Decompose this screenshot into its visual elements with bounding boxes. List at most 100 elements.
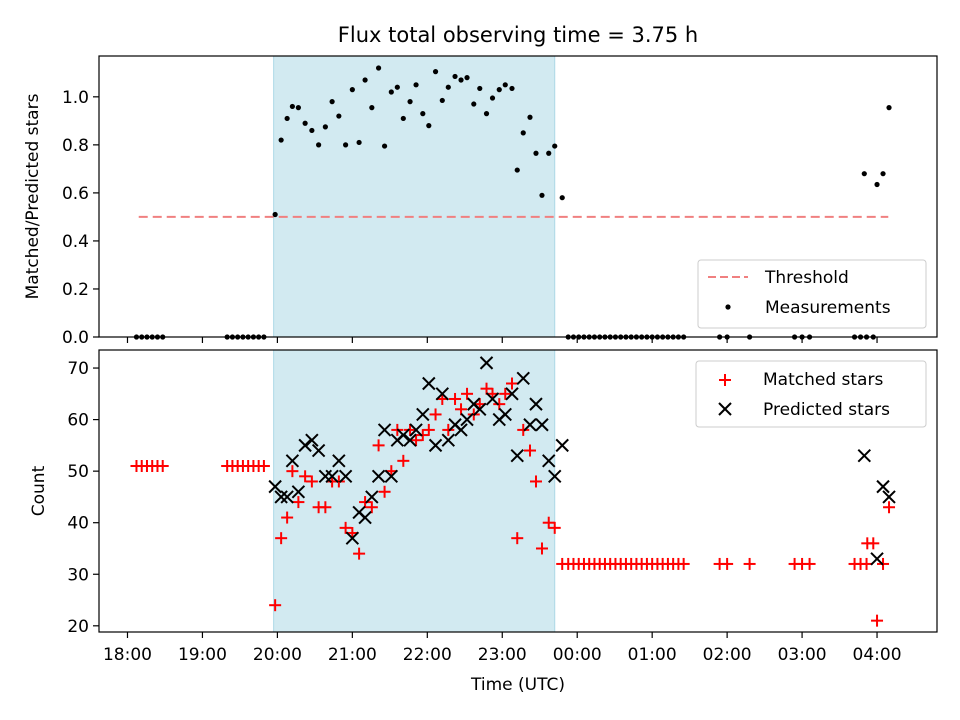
predicted-point-b [416, 407, 430, 422]
matched-point [319, 501, 332, 514]
bottom-panel: 20 30 40 50 60 70 18:00 19:00 20:00 21:00 22:00 23… [29, 349, 938, 695]
bottom-y-ticks: 20 30 40 50 60 70 [67, 359, 99, 637]
y-tick-label: 70 [67, 359, 89, 379]
measurement-point [432, 69, 439, 75]
predicted-point-b [371, 469, 386, 484]
matched-point [299, 470, 312, 483]
matched-point [721, 557, 734, 570]
predicted-point [523, 418, 537, 432]
matched-point [529, 475, 542, 488]
predicted-point-b [479, 356, 494, 370]
predicted-point-b [345, 531, 360, 545]
predicted-point [548, 469, 562, 484]
predicted-point-b [298, 438, 312, 453]
matched-point [542, 516, 555, 529]
legend-measurements-label: Measurements [765, 298, 891, 318]
matched-point [353, 547, 366, 560]
measurement-point [420, 111, 426, 117]
y-tick-label: 40 [67, 514, 89, 534]
measurement-point [369, 105, 375, 111]
predicted-point-b [268, 479, 282, 494]
matched-point [803, 557, 816, 570]
matched-point [455, 403, 468, 416]
predicted-point-b [510, 448, 524, 463]
matched-point [499, 387, 512, 400]
predicted-point-b [473, 402, 487, 416]
y-tick-label: 30 [67, 565, 89, 585]
predicted-points [268, 356, 896, 566]
predicted-point [555, 438, 569, 453]
predicted-point [876, 479, 890, 494]
predicted-point-b [454, 423, 468, 437]
x-tick-label: 22:00 [403, 645, 452, 665]
matched-point [517, 423, 530, 436]
predicted-point [268, 479, 282, 494]
matched-point [156, 459, 169, 472]
top-y-ticks: 0.0 0.2 0.4 0.6 0.8 1.0 [62, 88, 99, 348]
predicted-point-b [516, 371, 530, 386]
matched-point [404, 423, 417, 436]
predicted-point [338, 469, 353, 484]
predicted-point-b [332, 454, 346, 468]
x-tick-label: 20:00 [253, 645, 302, 665]
x-tick-label: 21:00 [328, 645, 377, 665]
predicted-point-b [485, 392, 500, 406]
matched-point [506, 377, 519, 390]
legend-measurements-swatch [725, 304, 731, 310]
measurement-point [400, 115, 406, 122]
measurement-point [552, 143, 558, 149]
predicted-point [298, 438, 312, 453]
predicted-point [529, 397, 543, 411]
matched-point [548, 521, 561, 534]
measurement-point [316, 142, 322, 148]
chart-title: Flux total observing time = 3.75 h [338, 23, 698, 47]
bottom-legend-box [695, 360, 927, 428]
matched-point [365, 501, 378, 514]
x-tick-label: 18:00 [103, 645, 152, 665]
predicted-point [454, 423, 468, 437]
predicted-point [535, 418, 549, 432]
measurement-point [533, 150, 539, 156]
predicted-point [416, 407, 430, 422]
legend-predicted-label: Predicted stars [763, 400, 890, 420]
predicted-point [332, 454, 346, 468]
x-tick-label: 00:00 [553, 645, 602, 665]
predicted-point [325, 469, 339, 484]
measurement-point [452, 73, 458, 80]
predicted-point [870, 552, 884, 566]
measurement-point [496, 87, 502, 93]
bottom-legend: Matched stars Predicted stars [695, 360, 927, 428]
y-tick-label: 0.2 [62, 280, 89, 300]
predicted-point [428, 438, 443, 453]
measurement-point [336, 113, 342, 119]
measurement-point [483, 111, 490, 117]
predicted-point [305, 433, 319, 447]
y-tick-label: 0.8 [62, 136, 89, 156]
measurement-point [514, 167, 520, 173]
measurement-point [509, 85, 515, 92]
predicted-point-b [555, 438, 569, 453]
matched-point [416, 429, 429, 442]
predicted-point-b [403, 433, 417, 447]
top-legend-box [697, 259, 927, 329]
measurement-point [426, 123, 432, 129]
predicted-point [285, 454, 300, 468]
matched-point [332, 475, 345, 488]
predicted-point-b [396, 428, 411, 442]
measurement-point [309, 127, 315, 134]
matched-point [397, 454, 410, 467]
measurement-point [861, 171, 867, 177]
x-tick-label: 02:00 [703, 645, 752, 665]
top-y-axis-label: Matched/Predicted stars [23, 93, 43, 299]
predicted-point [435, 387, 450, 401]
predicted-point [479, 356, 494, 370]
predicted-point-b [384, 469, 399, 484]
y-tick-label: 0.4 [62, 232, 89, 252]
predicted-point-b [274, 490, 288, 504]
matched-point [511, 532, 524, 545]
predicted-point [384, 469, 399, 484]
bottom-y-axis-label: Count [29, 465, 49, 516]
predicted-point-b [358, 510, 372, 525]
predicted-point-b [529, 397, 543, 411]
predicted-point-b [460, 412, 474, 427]
